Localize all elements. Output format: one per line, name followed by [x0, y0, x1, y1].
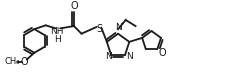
Text: O: O	[21, 57, 28, 67]
Text: O: O	[70, 1, 78, 11]
Text: N: N	[115, 23, 121, 32]
Text: S: S	[97, 24, 103, 34]
Text: H: H	[54, 35, 60, 44]
Text: CH₃: CH₃	[5, 57, 20, 66]
Text: NH: NH	[50, 27, 64, 36]
Text: N: N	[105, 52, 111, 61]
Text: O: O	[159, 48, 167, 58]
Text: N: N	[126, 52, 133, 61]
